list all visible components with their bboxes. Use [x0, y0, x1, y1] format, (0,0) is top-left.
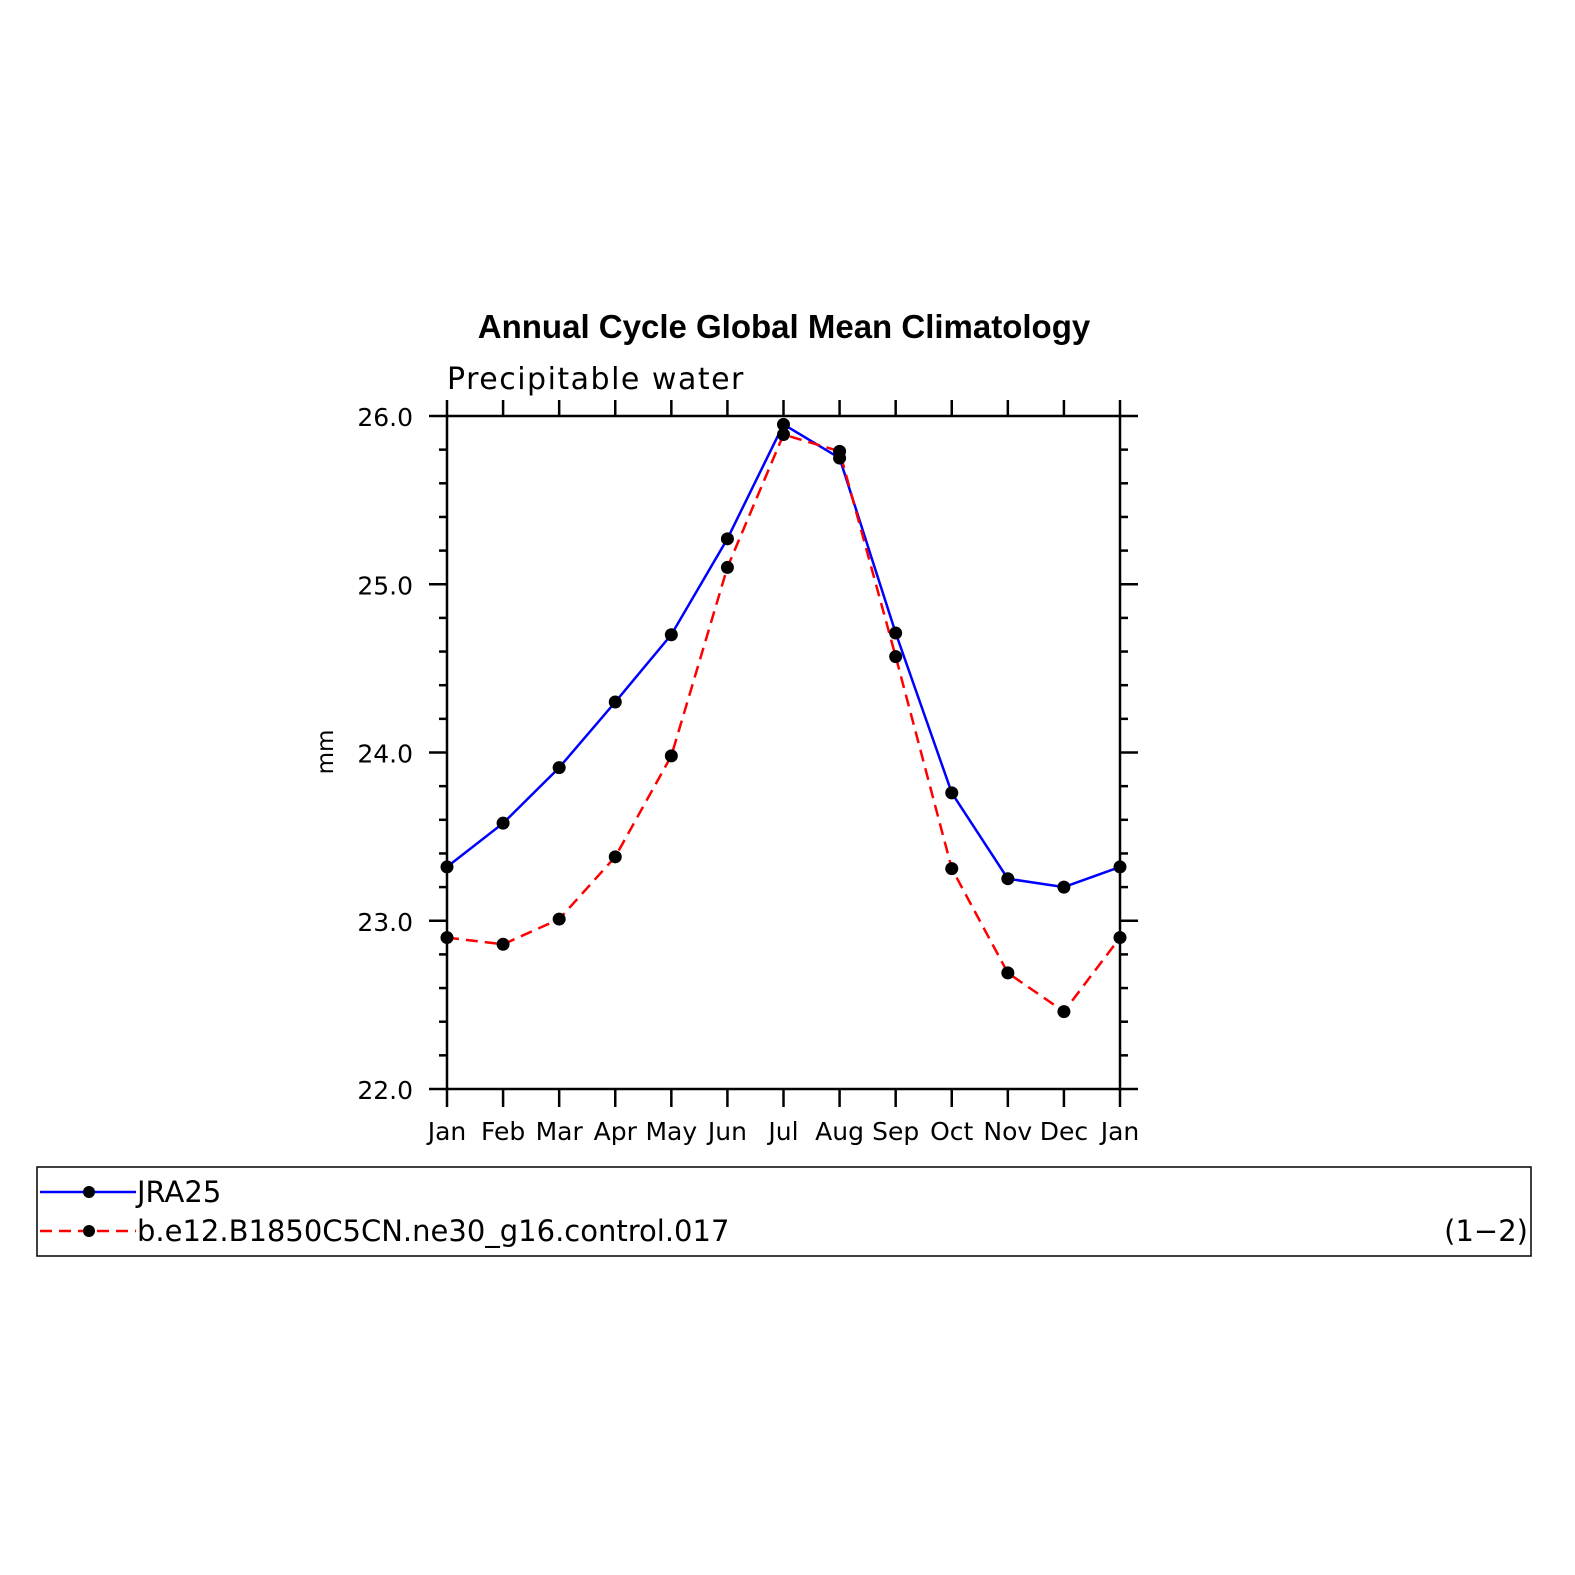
- data-point-0: [945, 786, 959, 800]
- x-tick-label: Nov: [983, 1117, 1032, 1146]
- x-tick-label: Sep: [872, 1117, 919, 1146]
- y-tick-label: 22.0: [357, 1076, 413, 1105]
- chart-title: Annual Cycle Global Mean Climatology: [478, 308, 1091, 345]
- x-tick-label: Feb: [481, 1117, 525, 1146]
- series-line-1: [446, 432, 1121, 1014]
- x-tick-label: Dec: [1040, 1117, 1088, 1146]
- y-tick-label: 26.0: [357, 403, 413, 432]
- x-tick-label: Jan: [1099, 1117, 1140, 1146]
- data-point-1: [496, 937, 510, 951]
- data-point-1: [720, 560, 734, 574]
- y-tick-labels: 22.0 23.0 24.0 25.0 26.0: [357, 403, 413, 1105]
- legend: JRA25 b.e12.B1850C5CN.ne30_g16.control.0…: [36, 1166, 1532, 1257]
- data-point-1: [945, 862, 959, 876]
- y-tick-label: 24.0: [357, 740, 413, 769]
- data-point-0: [777, 417, 790, 431]
- data-point-0: [496, 816, 510, 830]
- x-tick-label: Jul: [766, 1117, 798, 1146]
- y-tick-label: 25.0: [357, 571, 413, 600]
- axis-ticks: [429, 400, 1138, 1107]
- series-points: [440, 417, 1127, 1019]
- data-point-0: [1057, 880, 1071, 894]
- data-point-1: [1057, 1005, 1071, 1019]
- legend-box: [36, 1166, 1532, 1257]
- x-tick-label: Oct: [930, 1117, 973, 1146]
- chart-subtitle: Precipitable water: [447, 362, 745, 397]
- data-point-0: [608, 695, 622, 709]
- data-point-1: [833, 444, 847, 458]
- x-tick-label: May: [645, 1117, 697, 1146]
- plot-frame: [445, 414, 1122, 1091]
- x-tick-label: Aug: [815, 1117, 864, 1146]
- data-point-1: [777, 428, 790, 442]
- series-line-0: [446, 422, 1121, 889]
- y-axis-label: mm: [313, 730, 339, 775]
- data-point-1: [664, 749, 678, 763]
- data-point-1: [552, 912, 566, 926]
- data-point-0: [664, 628, 678, 642]
- data-point-0: [889, 626, 903, 640]
- x-tick-label: Apr: [594, 1117, 638, 1146]
- series-lines: [446, 422, 1121, 1014]
- legend-tag: (1−2): [1444, 1214, 1528, 1248]
- x-tick-label: Mar: [536, 1117, 584, 1146]
- legend-marker-model: [83, 1225, 95, 1237]
- data-point-0: [1001, 872, 1015, 886]
- legend-label-jra25: JRA25: [135, 1175, 221, 1209]
- legend-marker-jra25: [83, 1186, 95, 1198]
- data-point-1: [608, 850, 622, 864]
- legend-label-model: b.e12.B1850C5CN.ne30_g16.control.017: [137, 1214, 729, 1248]
- data-point-1: [1001, 966, 1015, 980]
- data-point-0: [552, 761, 566, 775]
- data-point-0: [720, 532, 734, 546]
- x-tick-label: Jun: [706, 1117, 747, 1146]
- data-point-1: [889, 650, 903, 664]
- y-tick-label: 23.0: [357, 908, 413, 937]
- x-tick-label: Jan: [426, 1117, 467, 1146]
- x-tick-labels: Jan Feb Mar Apr May Jun Jul Aug Sep Oct Nov Dec Jan: [426, 1117, 1140, 1146]
